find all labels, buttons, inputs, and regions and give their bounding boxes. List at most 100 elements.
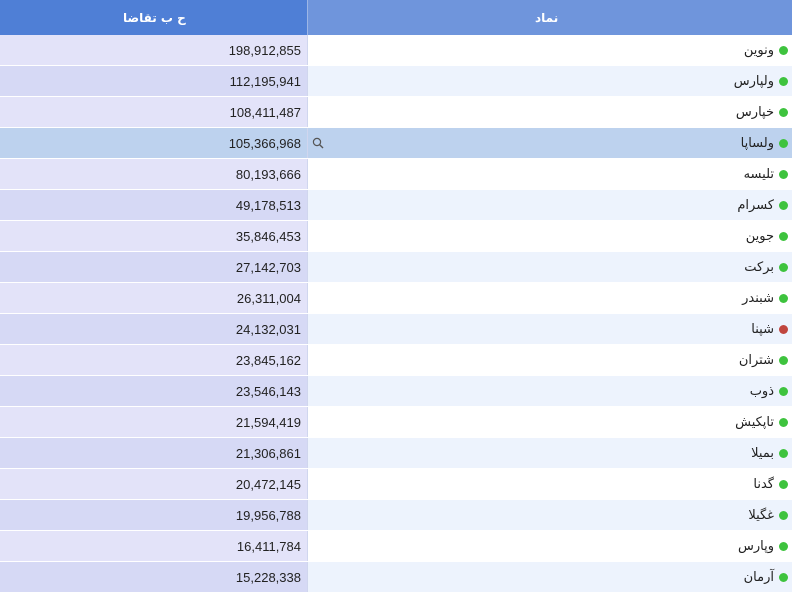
table-row[interactable]: 26,311,004 شبندر (0, 283, 792, 314)
table-row[interactable]: 23,845,162 شتران (0, 345, 792, 376)
column-header-symbol[interactable]: نماد (308, 0, 792, 35)
demand-value: 15,228,338 (235, 569, 301, 585)
symbol-cell[interactable]: برکت (308, 252, 792, 282)
status-dot-icon (779, 200, 788, 210)
demand-value: 21,306,861 (235, 445, 301, 461)
demand-value: 26,311,004 (236, 290, 301, 306)
demand-value: 27,142,703 (235, 259, 301, 275)
symbol-cell[interactable]: وپارس (308, 531, 792, 561)
status-dot-icon (779, 510, 788, 520)
demand-value-cell: 112,195,941 (0, 66, 308, 96)
status-dot-icon (779, 355, 788, 365)
symbol-cell[interactable]: گدنا (308, 469, 792, 499)
table-row[interactable]: 23,546,143 ذوب (0, 376, 792, 407)
column-header-demand[interactable]: ح ب تقاضا (0, 0, 308, 35)
symbol-name[interactable]: ذوب (749, 383, 774, 399)
demand-value-cell: 15,228,338 (0, 562, 308, 592)
demand-value-cell: 35,846,453 (0, 221, 308, 251)
demand-value-cell: 27,142,703 (0, 252, 308, 282)
symbol-name[interactable]: ونوین (743, 42, 774, 58)
symbol-name[interactable]: گدنا (753, 476, 774, 492)
symbol-cell[interactable]: تلیسه (308, 159, 792, 189)
demand-value-cell: 80,193,666 (0, 159, 308, 189)
symbol-name[interactable]: تلیسه (743, 166, 774, 182)
demand-value: 23,845,162 (235, 352, 301, 368)
status-dot-icon (779, 169, 788, 179)
symbol-name[interactable]: ولپارس (733, 73, 774, 89)
symbol-name[interactable]: بمیلا (751, 445, 774, 461)
demand-value-cell: 21,594,419 (0, 407, 308, 437)
status-dot-icon (779, 386, 788, 396)
table-row[interactable]: 108,411,487 خپارس (0, 97, 792, 128)
status-dot-icon (779, 572, 788, 582)
search-icon[interactable] (312, 137, 324, 149)
table-row[interactable]: 105,366,968 ولساپا (0, 128, 792, 159)
symbol-name[interactable]: کسرام (737, 197, 774, 213)
symbol-name[interactable]: آرمان (743, 569, 774, 585)
status-dot-icon (779, 293, 788, 303)
table-row[interactable]: 112,195,941 ولپارس (0, 66, 792, 97)
demand-value-cell: 24,132,031 (0, 314, 308, 344)
demand-value: 80,193,666 (235, 166, 301, 182)
symbol-cell[interactable]: شبندر (308, 283, 792, 313)
symbol-cell[interactable]: خپارس (308, 97, 792, 127)
table-row[interactable]: 21,306,861 بمیلا (0, 438, 792, 469)
symbol-cell[interactable]: کسرام (308, 190, 792, 220)
symbol-cell[interactable]: ولساپا (308, 128, 792, 158)
table-row[interactable]: 27,142,703 برکت (0, 252, 792, 283)
symbol-name[interactable]: وپارس (737, 538, 774, 554)
demand-value: 16,411,784 (236, 538, 301, 554)
symbol-cell[interactable]: آرمان (308, 562, 792, 592)
demand-value-cell: 198,912,855 (0, 35, 308, 65)
symbol-name[interactable]: ولساپا (740, 135, 774, 151)
demand-value-cell: 26,311,004 (0, 283, 308, 313)
symbol-cell[interactable]: شپنا (308, 314, 792, 344)
table-row[interactable]: 24,132,031 شپنا (0, 314, 792, 345)
symbol-name[interactable]: شپنا (751, 321, 774, 337)
symbol-name[interactable]: شبندر (742, 290, 774, 306)
status-dot-icon (779, 138, 788, 148)
table-row[interactable]: 21,594,419 تاپکیش (0, 407, 792, 438)
demand-value-cell: 19,956,788 (0, 500, 308, 530)
demand-value: 24,132,031 (235, 321, 301, 337)
symbol-cell[interactable]: ونوین (308, 35, 792, 65)
symbol-cell[interactable]: غگیلا (308, 500, 792, 530)
demand-value-cell: 16,411,784 (0, 531, 308, 561)
symbol-cell[interactable]: تاپکیش (308, 407, 792, 437)
table-row[interactable]: 198,912,855 ونوین (0, 35, 792, 66)
symbol-name[interactable]: غگیلا (748, 507, 774, 523)
table-row[interactable]: 19,956,788 غگیلا (0, 500, 792, 531)
table-row[interactable]: 16,411,784 وپارس (0, 531, 792, 562)
demand-value: 35,846,453 (235, 228, 301, 244)
table-row[interactable]: 20,472,145 گدنا (0, 469, 792, 500)
symbol-cell[interactable]: ذوب (308, 376, 792, 406)
table-row[interactable]: 49,178,513 کسرام (0, 190, 792, 221)
demand-value: 19,956,788 (235, 507, 301, 523)
symbol-name[interactable]: برکت (744, 259, 774, 275)
symbol-name[interactable]: جوین (745, 228, 774, 244)
symbol-cell[interactable]: بمیلا (308, 438, 792, 468)
symbol-cell[interactable]: جوین (308, 221, 792, 251)
demand-value: 105,366,968 (228, 135, 301, 151)
table-row[interactable]: 35,846,453 جوین (0, 221, 792, 252)
demand-value-cell: 105,366,968 (0, 128, 308, 158)
table-row[interactable]: 15,228,338 آرمان (0, 562, 792, 593)
status-dot-icon (779, 262, 788, 272)
demand-value-cell: 21,306,861 (0, 438, 308, 468)
status-dot-icon (779, 324, 788, 334)
status-dot-icon (779, 448, 788, 458)
demand-value: 49,178,513 (235, 197, 301, 213)
status-dot-icon (779, 107, 788, 117)
symbol-cell[interactable]: شتران (308, 345, 792, 375)
status-dot-icon (779, 417, 788, 427)
symbol-name[interactable]: شتران (738, 352, 774, 368)
demand-value-cell: 108,411,487 (0, 97, 308, 127)
status-dot-icon (779, 541, 788, 551)
demand-value-cell: 23,546,143 (0, 376, 308, 406)
demand-value: 112,195,941 (229, 73, 301, 89)
table-body: 198,912,855 ونوین 112,195,941 ولپارس 108… (0, 35, 792, 593)
symbol-name[interactable]: خپارس (735, 104, 774, 120)
symbol-name[interactable]: تاپکیش (735, 414, 774, 430)
symbol-cell[interactable]: ولپارس (308, 66, 792, 96)
table-row[interactable]: 80,193,666 تلیسه (0, 159, 792, 190)
